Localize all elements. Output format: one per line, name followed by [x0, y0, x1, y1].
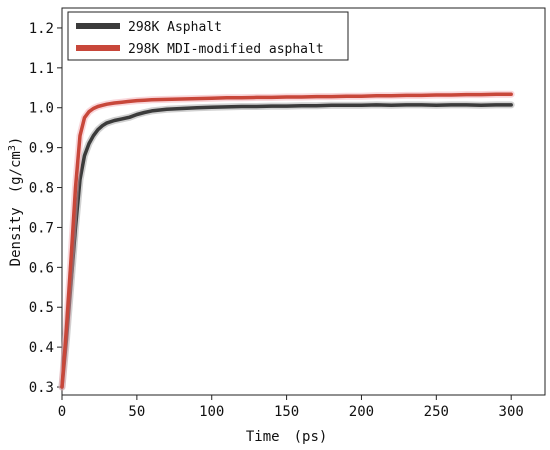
series-line-1: [60, 103, 513, 389]
legend-label-2: 298K MDI-modified asphalt: [128, 42, 324, 57]
series-line-2: [60, 92, 513, 389]
plot-frame: [61, 7, 546, 396]
y-tick-label: 0.9: [29, 141, 54, 157]
x-axis-ticks: 0 50 100 150 200 250 300: [58, 395, 524, 420]
x-tick-label: 250: [424, 404, 449, 420]
y-axis-title: Density (g/cm3): [7, 137, 25, 267]
y-tick-label: 0.6: [29, 260, 54, 276]
series-halo-1: [58, 101, 515, 391]
legend-label-1: 298K Asphalt: [128, 20, 222, 35]
series-halo-2: [58, 90, 515, 391]
x-tick-label: 0: [58, 404, 66, 420]
plot-border: [61, 7, 546, 396]
x-tick-label: 50: [128, 404, 145, 420]
x-tick-label: 300: [499, 404, 524, 420]
y-axis-title-tail: ): [8, 137, 24, 145]
legend: 298K Asphalt 298K MDI-modified asphalt: [67, 11, 349, 61]
legend-box: [67, 11, 349, 61]
x-tick-label: 200: [349, 404, 374, 420]
y-tick-label: 1.1: [29, 61, 54, 77]
y-tick-label: 0.5: [29, 300, 54, 316]
y-tick-label: 1.2: [29, 21, 54, 37]
series-layer: [58, 90, 515, 391]
y-tick-label: 1.0: [29, 101, 54, 117]
y-tick-label: 0.4: [29, 340, 54, 356]
x-tick-label: 150: [274, 404, 299, 420]
y-tick-label: 0.3: [29, 380, 54, 396]
y-axis-title-superscript: 3: [7, 145, 18, 151]
y-axis-title-main: Density (g/cm: [8, 151, 24, 266]
y-tick-label: 0.7: [29, 220, 54, 236]
y-axis-ticks: 0.3 0.4 0.5 0.6 0.7 0.8 0.9 1.0 1.1 1.2: [29, 21, 62, 396]
x-axis-title: Time (ps): [246, 429, 327, 445]
y-tick-label: 0.8: [29, 181, 54, 197]
x-tick-label: 100: [199, 404, 224, 420]
